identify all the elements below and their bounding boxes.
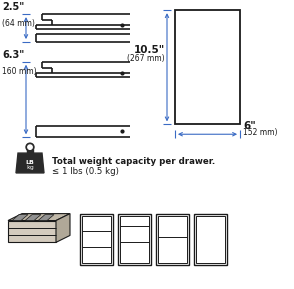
Text: Total weight capacity per drawer.: Total weight capacity per drawer. — [52, 157, 215, 166]
Text: kg: kg — [26, 166, 34, 171]
Text: 6.3": 6.3" — [2, 50, 24, 60]
Polygon shape — [25, 215, 41, 221]
Polygon shape — [8, 221, 56, 242]
Polygon shape — [8, 214, 70, 221]
Text: 2.5": 2.5" — [2, 2, 24, 12]
Circle shape — [26, 143, 34, 151]
Text: LB: LB — [26, 160, 34, 164]
Circle shape — [28, 145, 32, 149]
Text: (267 mm): (267 mm) — [127, 54, 165, 63]
Polygon shape — [27, 149, 33, 154]
Bar — [194, 214, 227, 265]
Bar — [156, 214, 189, 265]
Text: 6": 6" — [243, 121, 256, 131]
Bar — [158, 216, 187, 263]
Polygon shape — [16, 153, 44, 173]
Polygon shape — [12, 215, 28, 221]
Bar — [80, 214, 113, 265]
Text: (64 mm): (64 mm) — [2, 19, 35, 28]
Text: 152 mm): 152 mm) — [243, 128, 278, 137]
Bar — [196, 216, 225, 263]
Bar — [82, 216, 111, 263]
Text: 10.5": 10.5" — [134, 45, 165, 55]
Text: ≤ 1 lbs (0.5 kg): ≤ 1 lbs (0.5 kg) — [52, 167, 119, 176]
Polygon shape — [38, 215, 54, 221]
Text: 160 mm): 160 mm) — [2, 67, 37, 76]
Bar — [175, 10, 240, 124]
Bar — [118, 214, 151, 265]
Bar — [120, 216, 149, 263]
Polygon shape — [56, 214, 70, 242]
